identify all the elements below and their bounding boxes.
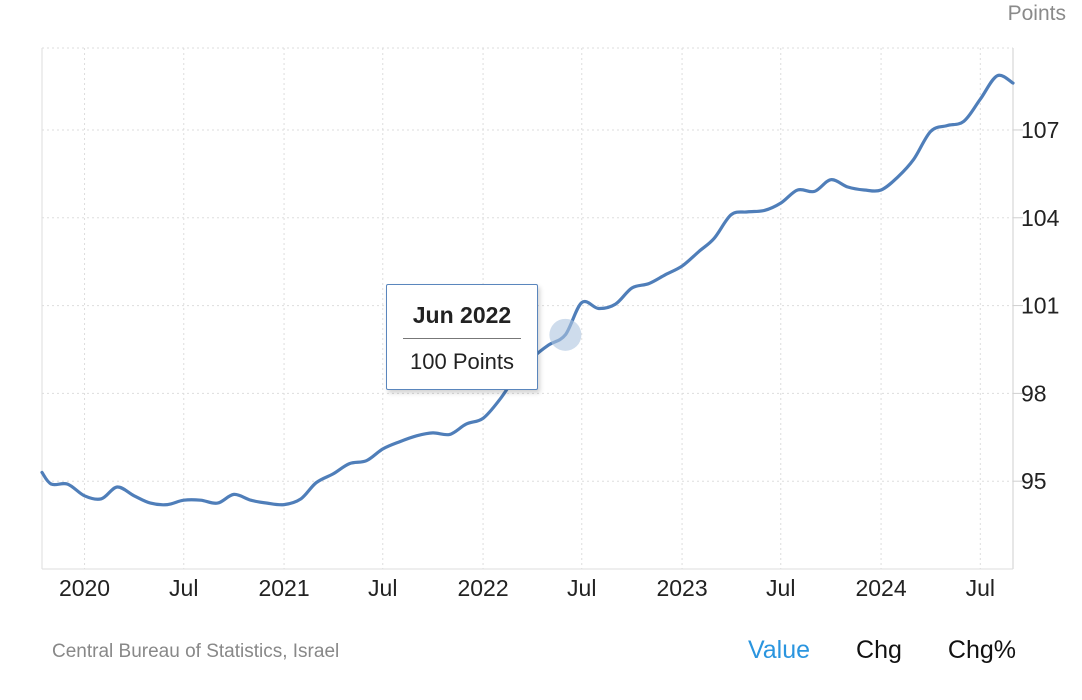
y-tick-label: 98 <box>1021 380 1047 406</box>
x-tick-label: 2022 <box>457 575 508 601</box>
x-tick-label: 2023 <box>656 575 707 601</box>
x-tick-label: 2021 <box>258 575 309 601</box>
tab-value[interactable]: Value <box>747 636 811 664</box>
x-tick-label: 2024 <box>855 575 906 601</box>
view-tabs: Value Chg Chg% <box>748 636 1016 665</box>
data-tooltip: Jun 2022 100 Points <box>386 284 538 390</box>
y-axis: 95 98 101 104 107 <box>1013 117 1060 494</box>
x-axis: 2020 Jul 2021 Jul 2022 Jul 2023 Jul 2024 Jul <box>59 575 995 601</box>
y-axis-unit-label: Points <box>1008 2 1066 25</box>
y-tick-label: 107 <box>1021 117 1059 143</box>
tooltip-value: 100 Points <box>410 349 514 374</box>
y-tick-label: 101 <box>1021 293 1059 319</box>
x-tick-label: 2020 <box>59 575 110 601</box>
x-tick-label: Jul <box>169 575 198 601</box>
x-tick-label: Jul <box>567 575 596 601</box>
tooltip-title: Jun 2022 <box>412 302 512 328</box>
line-chart: 2020 Jul 2021 Jul 2022 Jul 2023 Jul 2024 Jul 95 98… <box>40 2 1066 601</box>
y-tick-label: 104 <box>1021 205 1060 231</box>
x-tick-label: Jul <box>966 575 995 601</box>
hover-marker[interactable] <box>549 318 582 351</box>
y-tick-label: 95 <box>1021 468 1047 494</box>
x-tick-label: Jul <box>766 575 795 601</box>
source-credit: Central Bureau of Statistics, Israel <box>52 641 340 662</box>
tooltip-divider <box>403 338 521 339</box>
tab-chg-percent[interactable]: Chg% <box>947 636 1016 664</box>
tab-chg[interactable]: Chg <box>856 636 902 664</box>
x-tick-label: Jul <box>368 575 397 601</box>
